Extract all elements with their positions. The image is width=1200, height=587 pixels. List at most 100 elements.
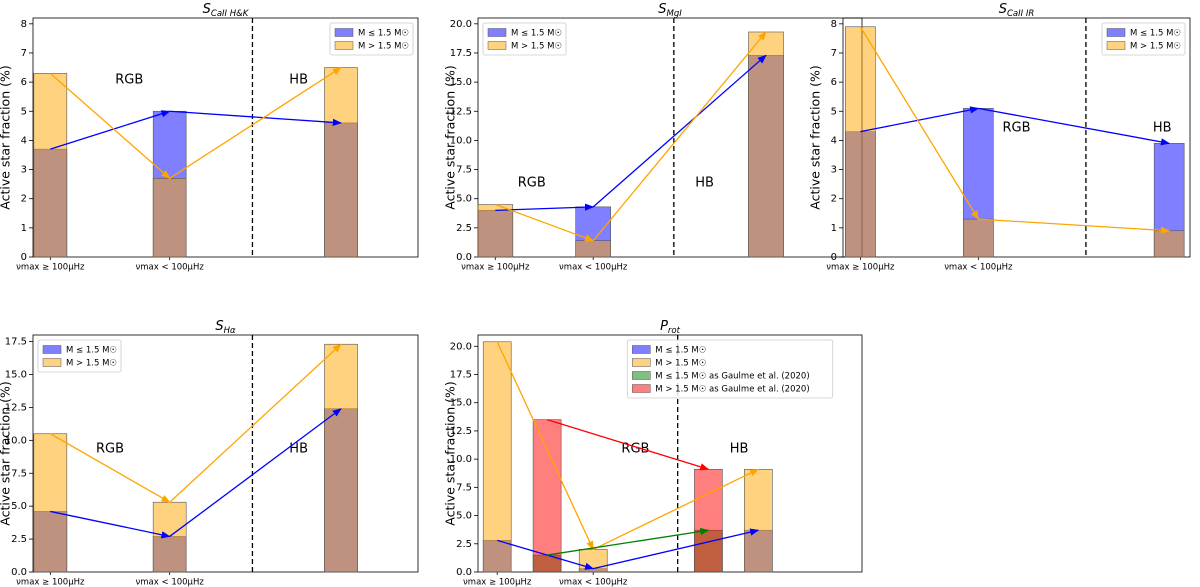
y-tick-label: 12.5	[450, 106, 472, 117]
y-tick-label: 1	[21, 223, 27, 234]
trend-arrow	[859, 26, 979, 220]
x-tick-label: νmax < 100μHz	[559, 263, 628, 273]
x-tick-label: νmax < 100μHz	[136, 263, 205, 273]
y-tick-label: 2	[21, 194, 27, 205]
y-tick-label: 15.0	[450, 398, 472, 409]
y-tick-label: 8	[21, 19, 27, 30]
title-symbol: S	[999, 2, 1007, 17]
trend-arrow	[169, 110, 342, 127]
y-tick-label: 5.0	[11, 501, 27, 512]
bar	[963, 218, 994, 258]
legend-label: M > 1.5 M☉	[511, 42, 562, 52]
y-tick-label: 7	[21, 48, 27, 59]
bar	[324, 67, 358, 258]
y-tick-label: 7.5	[456, 165, 472, 176]
trend-arrow	[495, 203, 595, 242]
panel-title: SHα	[215, 319, 236, 336]
y-tick-label: 12.5	[5, 402, 27, 413]
trend-arrow	[592, 31, 767, 242]
trend-arrow	[50, 433, 171, 503]
title-symbol: S	[658, 2, 666, 17]
trend-arrow	[169, 408, 342, 537]
legend-label: M > 1.5 M☉	[655, 359, 706, 369]
bar	[152, 178, 187, 258]
title-symbol: S	[215, 319, 223, 334]
trend-arrow	[546, 419, 710, 471]
legend-label: M > 1.5 M☉	[358, 42, 409, 52]
trend-arrow	[547, 527, 710, 556]
trend-arrow	[169, 343, 342, 503]
legend-label: M > 1.5 M☉	[66, 359, 117, 369]
panel-title: SCaII IR	[999, 2, 1035, 19]
y-tick-label: 5	[831, 106, 837, 117]
legend-swatch	[42, 358, 62, 367]
y-tick-label: 0.0	[456, 567, 472, 578]
trend-arrow	[49, 72, 171, 179]
y-tick-label: 3	[21, 165, 27, 176]
legend-swatch	[1106, 28, 1126, 37]
bar	[532, 419, 562, 573]
y-tick-label: 5	[21, 106, 27, 117]
y-tick-label: 5.0	[456, 194, 472, 205]
trend-arrow	[978, 107, 1171, 146]
y-tick-label: 2.5	[11, 534, 27, 545]
legend-label: M ≤ 1.5 M☉	[655, 346, 706, 356]
y-tick-label: 0	[21, 252, 27, 263]
trend-arrow	[50, 510, 171, 539]
trend-arrow	[978, 218, 1171, 234]
x-tick-label: νmax ≥ 100μHz	[463, 578, 532, 587]
title-subscript: Hα	[224, 326, 236, 336]
legend-swatch	[1106, 41, 1126, 50]
y-tick-label: 6	[831, 77, 837, 88]
trend-arrow	[592, 54, 767, 208]
panel-title: SCaII H&K	[203, 2, 250, 19]
trend-arrow	[496, 341, 594, 551]
y-tick-label: 17.5	[450, 370, 472, 381]
y-tick-label: 15.0	[5, 370, 27, 381]
region-label: HB	[1153, 120, 1172, 135]
bar	[33, 433, 68, 573]
x-tick-label: νmax ≥ 100μHz	[16, 263, 85, 273]
trend-arrow	[169, 67, 342, 179]
y-tick-label: 8	[831, 19, 837, 30]
legend-swatch	[334, 28, 354, 37]
y-tick-label: 10.0	[450, 135, 472, 146]
y-tick-label: 2.5	[456, 539, 472, 550]
bar	[748, 31, 784, 258]
title-symbol: S	[203, 2, 211, 17]
y-tick-label: 4	[21, 135, 27, 146]
plot-frame	[477, 334, 863, 573]
legend-swatch	[487, 28, 507, 37]
bar	[152, 501, 187, 573]
bar	[324, 343, 358, 573]
trend-arrow	[592, 468, 760, 551]
trend-arrow	[50, 110, 171, 150]
plot-frame	[32, 334, 419, 573]
legend-swatch	[632, 371, 651, 380]
x-tick-label: νmax < 100μHz	[559, 578, 628, 587]
region-label: HB	[730, 441, 749, 456]
plot-frame	[32, 17, 419, 258]
bar	[33, 73, 68, 258]
legend-label: M > 1.5 M☉	[1130, 42, 1181, 52]
legend-label: M ≤ 1.5 M☉	[358, 29, 409, 39]
y-tick-label: 17.5	[450, 48, 472, 59]
x-tick-label: νmax < 100μHz	[136, 578, 205, 587]
y-tick-label: 7	[831, 48, 837, 59]
title-subscript: CaII IR	[1007, 9, 1034, 19]
trend-arrow	[497, 539, 595, 570]
y-tick-label: 15.0	[450, 77, 472, 88]
title-subscript: MgI	[667, 9, 683, 19]
y-tick-label: 4	[831, 135, 837, 146]
region-label: RGB	[1002, 120, 1030, 135]
y-axis-label: Active star fraction (%)	[443, 65, 458, 209]
y-tick-label: 7.5	[456, 482, 472, 493]
bar	[845, 26, 876, 258]
y-tick-label: 2.5	[456, 223, 472, 234]
legend-label: M ≤ 1.5 M☉ as Gaulme et al. (2020)	[655, 372, 809, 382]
title-symbol: P	[660, 319, 668, 334]
y-tick-label: 12.5	[450, 426, 472, 437]
plot-frame	[842, 17, 1191, 258]
title-subscript: rot	[668, 326, 681, 336]
bar	[477, 204, 514, 258]
